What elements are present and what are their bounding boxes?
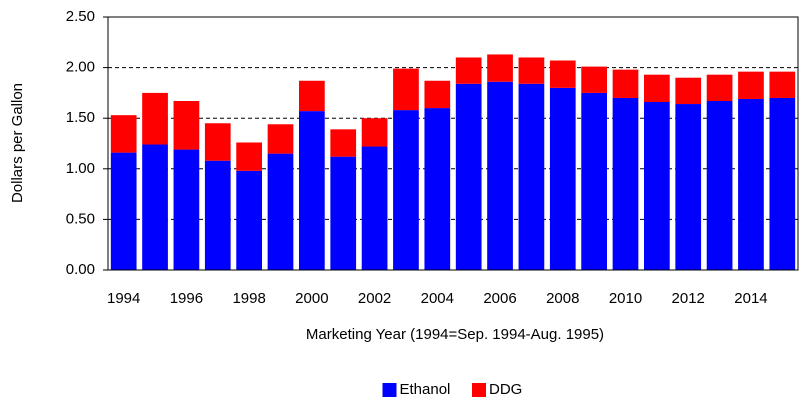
bar-segment	[299, 80, 325, 112]
x-tick-label: 2006	[483, 290, 516, 307]
x-tick-label: 2012	[672, 290, 705, 307]
bar-segment	[706, 100, 733, 270]
plot-frame	[107, 16, 799, 271]
y-tick-label: 2.50	[66, 8, 95, 25]
bar-segment	[612, 69, 639, 98]
bar-segment	[644, 102, 670, 271]
bar-segment	[706, 74, 733, 101]
legend-swatch	[382, 383, 397, 397]
bar-segment	[612, 97, 639, 271]
bar-segment	[644, 74, 670, 103]
bar-segment	[738, 71, 764, 99]
y-axis-label: Dollars per Gallon	[9, 83, 26, 203]
bar-segment	[487, 81, 513, 270]
bar-segment	[549, 87, 576, 270]
bar-segment	[393, 68, 419, 111]
x-tick-label: 2008	[546, 290, 579, 307]
bar-segment	[204, 160, 231, 270]
bar-segment	[518, 57, 545, 84]
bar-segment	[361, 118, 388, 147]
bar-segment	[330, 129, 357, 157]
bar-segment	[487, 54, 513, 82]
y-tick-label: 1.00	[66, 160, 95, 177]
bar-segment	[330, 156, 357, 270]
x-tick-label: 2000	[295, 290, 328, 307]
x-tick-label: 2004	[421, 290, 454, 307]
bar-segment	[142, 144, 168, 270]
y-tick-label: 0.50	[66, 210, 95, 227]
bar-segment	[267, 153, 294, 270]
bar-segment	[236, 170, 262, 270]
bar-segment	[769, 97, 796, 271]
x-axis-label: Marketing Year (1994=Sep. 1994-Aug. 1995…	[306, 326, 604, 343]
bar-segment	[110, 115, 137, 153]
x-tick-label: 2010	[609, 290, 642, 307]
bar-segment	[769, 71, 796, 98]
bar-segment	[675, 77, 702, 105]
bar-segment	[173, 149, 200, 270]
y-tick-label: 2.00	[66, 59, 95, 76]
bar-segment	[393, 110, 419, 270]
x-tick-label: 1994	[107, 290, 140, 307]
bar-segment	[455, 83, 482, 271]
bar-segment	[236, 142, 262, 171]
bar-segment	[424, 80, 451, 109]
bar-segment	[267, 124, 294, 154]
bar-segment	[424, 108, 451, 270]
y-tick-label: 0.00	[66, 261, 95, 278]
bar-segment	[204, 123, 231, 161]
legend-label: DDG	[489, 381, 522, 398]
bar-segment	[738, 98, 764, 270]
bar-segment	[549, 60, 576, 88]
y-tick-label: 1.50	[66, 109, 95, 126]
x-tick-label: 2002	[358, 290, 391, 307]
bar-segment	[581, 92, 607, 271]
bar-segment	[173, 100, 200, 150]
bar-segment	[299, 111, 325, 270]
bar-segment	[361, 146, 388, 270]
bar-segment	[142, 92, 168, 145]
x-tick-label: 1996	[170, 290, 203, 307]
x-tick-label: 1998	[232, 290, 265, 307]
legend-swatch	[472, 383, 486, 397]
legend-label: Ethanol	[400, 381, 451, 398]
x-tick-label: 2014	[734, 290, 767, 307]
bar-segment	[110, 152, 137, 270]
bar-segment	[518, 83, 545, 271]
bar-segment	[581, 66, 607, 93]
bar-segment	[675, 104, 702, 270]
bar-segment	[455, 57, 482, 84]
